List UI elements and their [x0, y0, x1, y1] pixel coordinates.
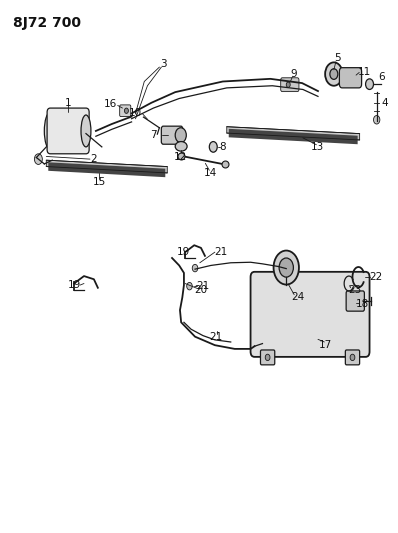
FancyBboxPatch shape [161, 126, 183, 144]
Text: 13: 13 [310, 142, 324, 152]
Text: 2: 2 [91, 154, 97, 164]
Polygon shape [229, 129, 358, 144]
Text: 12: 12 [174, 152, 187, 162]
Text: 17: 17 [319, 340, 333, 350]
FancyBboxPatch shape [251, 272, 369, 357]
FancyBboxPatch shape [120, 105, 131, 117]
Circle shape [125, 108, 129, 114]
Text: 5: 5 [334, 53, 341, 63]
Polygon shape [46, 160, 167, 173]
Text: 21: 21 [209, 332, 222, 342]
Text: 22: 22 [369, 272, 382, 282]
Text: 21: 21 [215, 247, 228, 256]
Text: 18: 18 [356, 298, 369, 309]
FancyBboxPatch shape [346, 291, 365, 311]
Ellipse shape [81, 115, 91, 147]
Circle shape [187, 282, 192, 290]
FancyBboxPatch shape [345, 350, 360, 365]
Text: 14: 14 [203, 168, 217, 178]
Circle shape [265, 354, 270, 361]
Circle shape [273, 251, 299, 285]
Text: 11: 11 [357, 68, 371, 77]
Circle shape [350, 354, 355, 361]
Text: 10: 10 [129, 108, 142, 118]
Text: 19: 19 [67, 280, 81, 290]
Text: 24: 24 [291, 292, 305, 302]
Text: 8: 8 [219, 142, 226, 152]
Circle shape [192, 264, 198, 272]
Polygon shape [48, 163, 165, 177]
Circle shape [279, 258, 293, 277]
Circle shape [175, 128, 186, 143]
FancyBboxPatch shape [260, 350, 275, 365]
FancyBboxPatch shape [47, 108, 89, 154]
Circle shape [373, 116, 380, 124]
Text: 20: 20 [194, 286, 207, 295]
Circle shape [209, 142, 217, 152]
Circle shape [34, 154, 42, 165]
Circle shape [286, 82, 290, 87]
Text: 8J72 700: 8J72 700 [13, 15, 80, 29]
Circle shape [330, 69, 338, 79]
Circle shape [325, 62, 343, 86]
FancyBboxPatch shape [339, 68, 362, 88]
Ellipse shape [175, 142, 187, 151]
Polygon shape [227, 127, 360, 140]
Text: 1: 1 [65, 98, 71, 108]
Text: 9: 9 [291, 69, 297, 79]
Circle shape [366, 79, 373, 90]
Text: 23: 23 [348, 285, 361, 295]
Text: 21: 21 [196, 281, 210, 291]
Text: 7: 7 [150, 130, 156, 140]
Text: 19: 19 [176, 247, 190, 256]
Text: 6: 6 [378, 72, 385, 82]
Text: 4: 4 [381, 98, 388, 108]
Text: 15: 15 [92, 177, 106, 187]
Ellipse shape [44, 112, 56, 150]
Text: 16: 16 [104, 99, 117, 109]
FancyBboxPatch shape [281, 78, 299, 92]
Text: 3: 3 [160, 60, 167, 69]
